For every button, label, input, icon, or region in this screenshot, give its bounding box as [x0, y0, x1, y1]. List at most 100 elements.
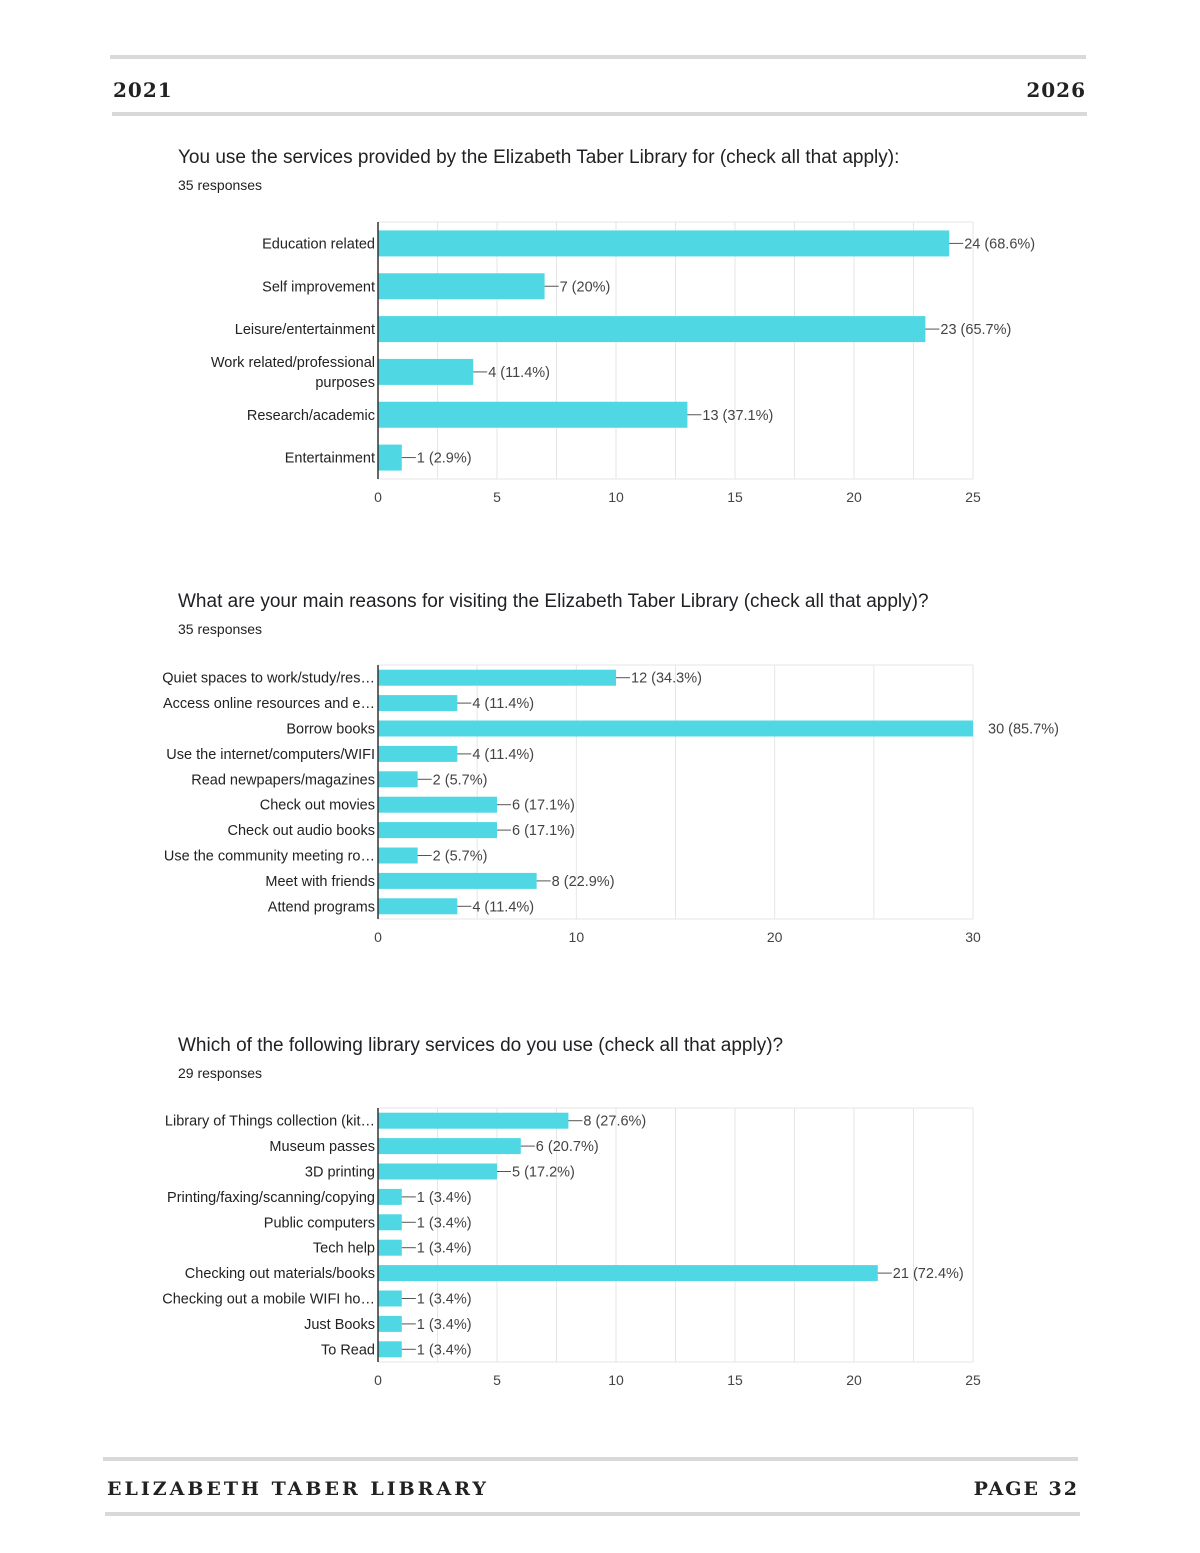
bar [378, 847, 418, 864]
question-1-responses: 35 responses [178, 177, 263, 193]
value-label: 1 (3.4%) [417, 1292, 472, 1308]
bar [378, 1112, 569, 1129]
category-label: Meet with friends [265, 874, 375, 890]
x-tick-label: 10 [608, 1372, 624, 1388]
category-label: Leisure/entertainment [235, 322, 375, 338]
footer-bottom-rule [105, 1512, 1080, 1516]
category-label: purposes [315, 375, 375, 391]
category-label: 3D printing [305, 1165, 375, 1181]
category-label: Tech help [313, 1241, 375, 1257]
category-label: Education related [262, 236, 375, 252]
category-label: Read newpapers/magazines [191, 772, 375, 788]
bar [378, 1315, 402, 1332]
category-label: Public computers [264, 1215, 375, 1231]
value-label: 6 (17.1%) [512, 823, 575, 839]
services-used-chart: 0 5 10 15 20 25 Education related 24 (68.6%) Sel… [211, 221, 1035, 505]
x-tick-label: 0 [374, 489, 382, 505]
category-label: Printing/faxing/scanning/copying [167, 1190, 375, 1206]
bar [378, 1290, 402, 1307]
footer-page-number: PAGE 32 [973, 1478, 1079, 1500]
bar [378, 401, 688, 428]
value-label: 21 (72.4%) [893, 1266, 964, 1282]
bar [378, 669, 616, 686]
x-tick-label: 25 [965, 1372, 981, 1388]
value-label: 1 (3.4%) [417, 1241, 472, 1257]
category-label: Check out audio books [227, 823, 375, 839]
value-label: 23 (65.7%) [940, 322, 1011, 338]
category-label: Checking out a mobile WIFI ho… [162, 1292, 375, 1308]
bar [378, 745, 458, 762]
value-label: 4 (11.4%) [472, 747, 534, 763]
category-label: Entertainment [285, 451, 375, 467]
category-label: Use the internet/computers/WIFI [166, 747, 375, 763]
bar [378, 872, 537, 889]
value-label: 24 (68.6%) [964, 236, 1035, 252]
bar [378, 316, 926, 343]
library-services-chart: 0 5 10 15 20 25 Library of Things collection (… [162, 1107, 981, 1388]
header-top-rule [110, 55, 1086, 59]
x-tick-label: 20 [846, 489, 862, 505]
bar [378, 720, 973, 737]
value-label: 6 (17.1%) [512, 798, 575, 814]
category-label: Checking out materials/books [185, 1266, 375, 1282]
category-label: Attend programs [268, 899, 375, 915]
footer-library-name: ELIZABETH TABER LIBRARY [107, 1478, 489, 1500]
bar [378, 1138, 521, 1155]
category-label: Quiet spaces to work/study/res… [162, 671, 375, 687]
bar [378, 1188, 402, 1205]
value-label: 1 (3.4%) [417, 1190, 472, 1206]
x-tick-label: 15 [727, 489, 743, 505]
category-label: Museum passes [269, 1139, 375, 1155]
category-label: Borrow books [286, 722, 375, 738]
value-label: 1 (3.4%) [417, 1215, 472, 1231]
category-label: Access online resources and e… [163, 696, 375, 712]
value-label: 12 (34.3%) [631, 671, 702, 687]
question-2-responses: 35 responses [178, 621, 263, 637]
category-label: Use the community meeting ro… [164, 849, 375, 865]
header-year-left: 2021 [113, 78, 173, 102]
question-1-title: You use the services provided by the Eli… [178, 147, 900, 168]
value-label: 4 (11.4%) [472, 899, 534, 915]
bar [378, 358, 474, 385]
value-label: 8 (27.6%) [583, 1114, 646, 1130]
bar [378, 1163, 497, 1180]
value-label: 30 (85.7%) [988, 722, 1059, 738]
category-label: Work related/professional [211, 355, 375, 371]
value-label: 7 (20%) [560, 279, 611, 295]
value-label: 13 (37.1%) [702, 408, 773, 424]
x-tick-label: 20 [767, 929, 783, 945]
question-2-title: What are your main reasons for visiting … [178, 591, 929, 612]
bar [378, 898, 458, 915]
x-tick-label: 10 [569, 929, 585, 945]
x-tick-label: 20 [846, 1372, 862, 1388]
x-tick-label: 0 [374, 1372, 382, 1388]
header-bottom-rule [112, 112, 1087, 116]
x-tick-label: 30 [965, 929, 981, 945]
category-label: Self improvement [262, 279, 375, 295]
value-label: 2 (5.7%) [433, 849, 488, 865]
bar [378, 230, 950, 257]
header-year-right: 2026 [1026, 78, 1086, 102]
bar [378, 1214, 402, 1231]
question-3-title: Which of the following library services … [178, 1035, 784, 1056]
value-label: 1 (3.4%) [417, 1342, 472, 1358]
x-tick-label: 5 [493, 489, 501, 505]
x-tick-label: 10 [608, 489, 624, 505]
value-label: 1 (3.4%) [417, 1317, 472, 1333]
category-label: Check out movies [260, 798, 375, 814]
bar [378, 695, 458, 712]
bar [378, 1341, 402, 1358]
value-label: 8 (22.9%) [552, 874, 615, 890]
bar [378, 822, 497, 839]
x-tick-label: 0 [374, 929, 382, 945]
bar [378, 771, 418, 788]
value-label: 2 (5.7%) [433, 772, 488, 788]
visit-reasons-chart: 0 10 20 30 Quiet spaces to work/study/res… 12… [162, 664, 1059, 945]
category-label: To Read [321, 1342, 375, 1358]
x-tick-label: 5 [493, 1372, 501, 1388]
bar [378, 273, 545, 300]
question-3-responses: 29 responses [178, 1065, 263, 1081]
value-label: 6 (20.7%) [536, 1139, 599, 1155]
value-label: 1 (2.9%) [417, 451, 472, 467]
category-label: Research/academic [247, 408, 375, 424]
